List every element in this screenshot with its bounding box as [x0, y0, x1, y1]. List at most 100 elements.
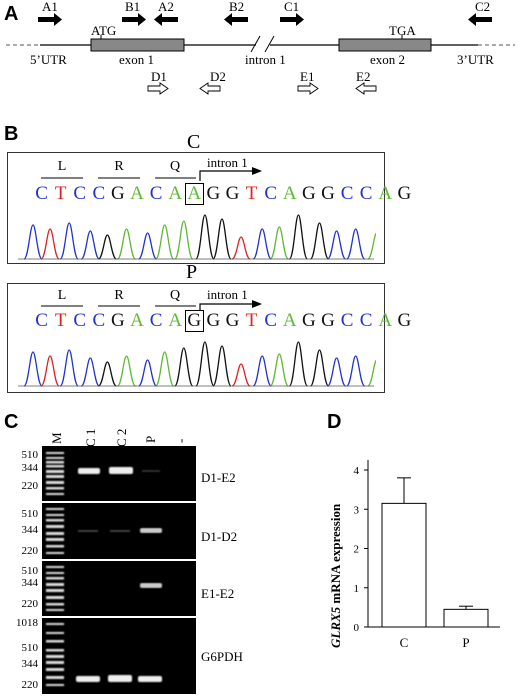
- y-tick-label: 1: [354, 583, 360, 595]
- base: A: [130, 183, 144, 204]
- base: C: [92, 183, 106, 204]
- primer-a1-arrow: [38, 13, 62, 26]
- base: A: [184, 183, 204, 205]
- intron-label-c: intron 1: [207, 155, 248, 170]
- marker-510-gel2: 510: [21, 508, 39, 520]
- atg-label: ATG: [91, 23, 116, 38]
- primer-a2-label: A2: [158, 0, 174, 14]
- aa-q-c: Q: [169, 159, 181, 174]
- trace-peak: [326, 357, 347, 387]
- base: G: [301, 183, 316, 204]
- base: G: [321, 310, 335, 331]
- primer-c1-label: C1: [284, 0, 299, 14]
- trace-peak: [98, 234, 117, 260]
- base: G: [111, 183, 125, 204]
- primer-d2-arrow: [199, 82, 221, 95]
- primer-e2-arrow: [355, 82, 377, 95]
- base: C: [73, 310, 87, 331]
- tga-label: TGA: [389, 23, 416, 38]
- aa-r-p: R: [114, 288, 124, 303]
- base: C: [359, 310, 373, 331]
- marker-344-gel1: 344: [21, 462, 39, 474]
- trace-peak: [40, 355, 60, 387]
- base: A: [282, 183, 297, 204]
- base: G: [397, 310, 412, 331]
- trace-peak: [252, 228, 272, 260]
- base: C: [35, 310, 48, 331]
- base: C: [35, 183, 48, 204]
- primer-b1-label: B1: [125, 0, 140, 14]
- gel-label-e1e2: E1-E2: [201, 586, 235, 601]
- sample-p-title: P: [186, 261, 198, 283]
- base: G: [321, 183, 335, 204]
- primer-c2-label: C2: [475, 0, 490, 14]
- lane-label-c1: C 1: [83, 428, 98, 447]
- trace-peak: [138, 359, 157, 387]
- base: G: [111, 310, 125, 331]
- chromatogram-c-annotation: [41, 167, 262, 181]
- primer-b2-label: B2: [229, 0, 244, 14]
- trace-peak: [288, 341, 309, 387]
- marker-220-gel3: 220: [21, 598, 39, 610]
- aa-r-c: R: [114, 159, 124, 174]
- x-tick-label: C: [400, 635, 409, 650]
- base: G: [301, 310, 316, 331]
- trace-peak: [116, 355, 137, 387]
- utr5-label: 5’UTR: [30, 52, 67, 67]
- bar: [381, 502, 427, 628]
- gels-area: [42, 446, 196, 694]
- base: A: [378, 183, 393, 204]
- base: G: [206, 310, 221, 331]
- marker-510-gel4: 510: [21, 642, 39, 654]
- sample-c-title: C: [187, 131, 201, 153]
- aa-q-p: Q: [169, 288, 181, 303]
- base: A: [168, 310, 183, 331]
- trace-peak: [212, 218, 232, 260]
- trace-peak: [346, 355, 366, 387]
- panel-c-letter: C: [4, 411, 19, 433]
- trace-peak: [269, 353, 289, 387]
- base: C: [264, 310, 278, 331]
- base: G: [225, 183, 240, 204]
- lane-label-neg: -: [173, 438, 188, 443]
- marker-344-gel2: 344: [21, 524, 39, 536]
- base: T: [54, 310, 67, 331]
- base: A: [130, 310, 144, 331]
- marker-510-gel3: 510: [21, 565, 39, 577]
- primer-d2-label: D2: [210, 69, 226, 84]
- base: G: [397, 183, 412, 204]
- primer-c2-arrow: [468, 13, 492, 26]
- trace-peak: [367, 232, 376, 260]
- base: G: [206, 183, 221, 204]
- primer-b2-arrow: [224, 13, 248, 26]
- trace-c: [18, 214, 376, 260]
- primer-e1-label: E1: [300, 69, 314, 84]
- trace-peak: [346, 228, 366, 260]
- exon1-box: [90, 38, 185, 52]
- gel-label-d1e2: D1-E2: [201, 470, 236, 485]
- trace-peak: [288, 214, 309, 260]
- marker-220-gel4: 220: [21, 679, 39, 691]
- gel-label-d1d2: D1-D2: [201, 529, 238, 544]
- base: C: [149, 310, 163, 331]
- trace-peak: [59, 222, 79, 260]
- base: C: [73, 183, 87, 204]
- y-tick-label: 0: [354, 622, 360, 634]
- marker-220-gel2: 220: [21, 545, 39, 557]
- base: A: [282, 310, 297, 331]
- y-tick-label: 4: [354, 465, 360, 477]
- trace-peak: [309, 349, 330, 387]
- primer-d1-arrow: [147, 82, 169, 95]
- y-tick-label: 3: [354, 504, 360, 516]
- trace-peak: [23, 224, 43, 260]
- y-axis-label: GLRX5 mRNA expression: [328, 503, 343, 648]
- trace-peak: [40, 228, 60, 260]
- trace-peak: [80, 357, 100, 387]
- trace-peak: [80, 230, 100, 260]
- primer-e1-arrow: [297, 82, 319, 95]
- trace-peak: [174, 347, 194, 387]
- y-tick-label: 2: [354, 544, 360, 556]
